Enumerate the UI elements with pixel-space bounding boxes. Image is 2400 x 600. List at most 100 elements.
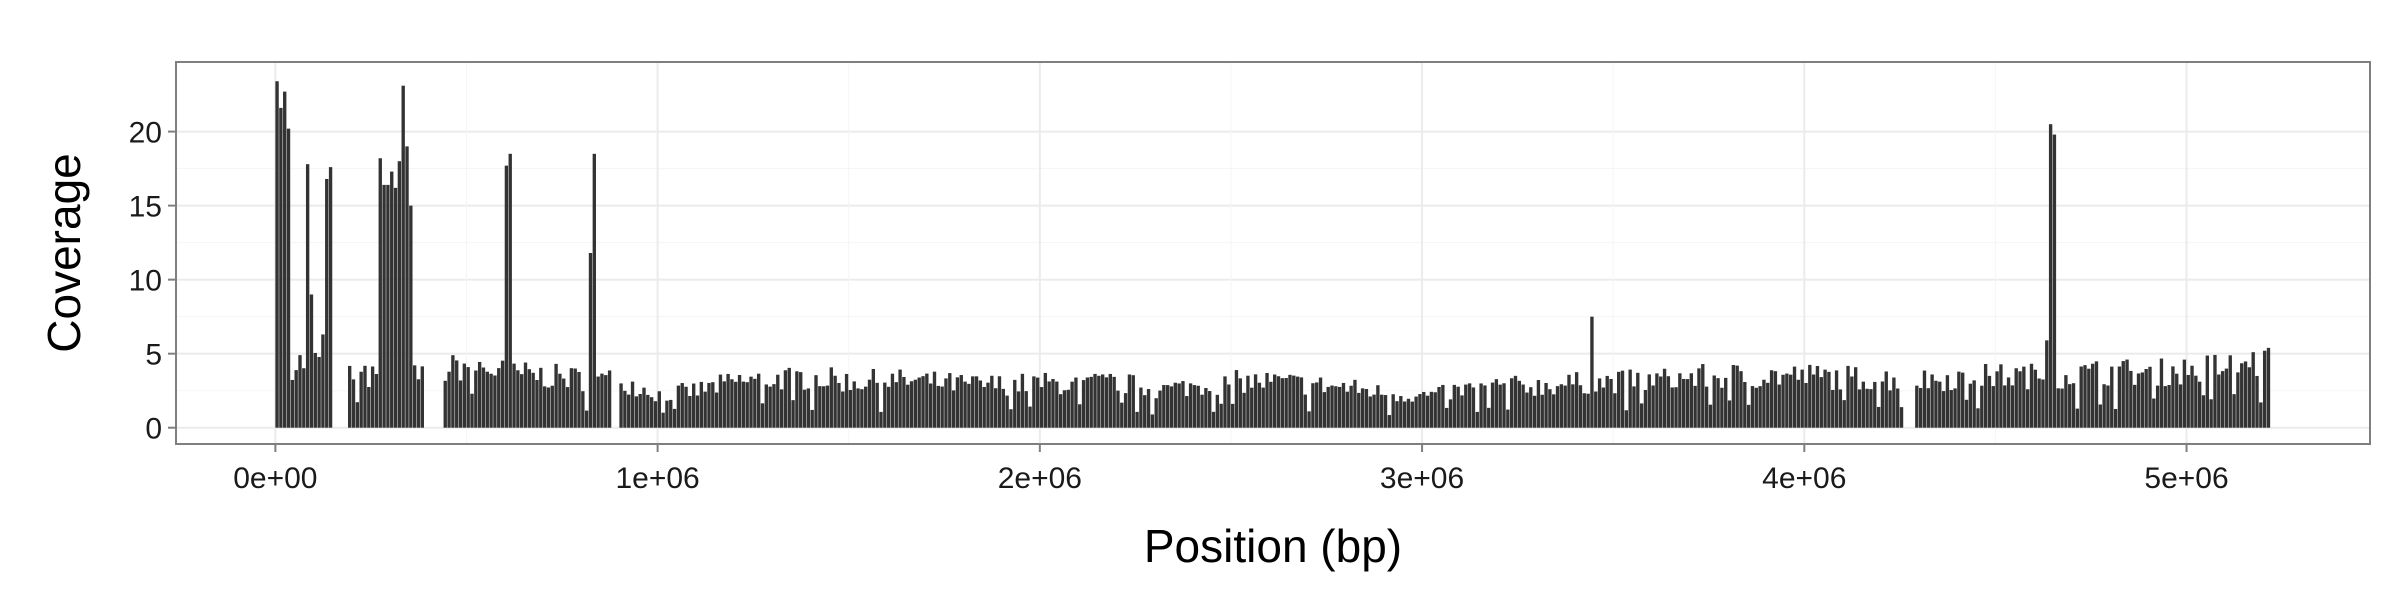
coverage-bar [997, 376, 1002, 428]
coverage-bar [1957, 371, 1961, 428]
coverage-bar [921, 376, 925, 428]
coverage-bar [1636, 372, 1640, 428]
coverage-bar [1704, 386, 1709, 428]
coverage-bar [1800, 369, 1804, 428]
coverage-bar [741, 381, 746, 428]
coverage-bar [458, 380, 463, 428]
coverage-bar [1169, 386, 1174, 428]
coverage-bar [378, 158, 382, 428]
coverage-bar [1571, 384, 1575, 428]
coverage-bar [2171, 366, 2175, 428]
coverage-bar [1234, 370, 1239, 428]
coverage-bar [940, 386, 944, 428]
coverage-bar [2155, 385, 2160, 428]
coverage-bar [1953, 388, 1957, 428]
coverage-bar [818, 386, 822, 428]
coverage-bar [2182, 359, 2187, 428]
coverage-bar [867, 379, 872, 428]
coverage-bar [1487, 407, 1491, 428]
y-tick-label: 10 [129, 265, 162, 298]
coverage-bar [1108, 373, 1113, 428]
coverage-bar [2255, 375, 2259, 428]
coverage-bar [2079, 366, 2083, 428]
coverage-bar [604, 375, 608, 428]
coverage-bar [1471, 387, 1476, 428]
coverage-bar [2003, 385, 2007, 428]
coverage-bars [275, 81, 2271, 428]
coverage-bar [485, 371, 489, 428]
coverage-bar [2117, 366, 2122, 428]
coverage-bar [1261, 387, 1265, 428]
coverage-bar [527, 369, 532, 428]
coverage-bar [1295, 376, 1300, 428]
coverage-bar [1685, 379, 1690, 428]
coverage-bar [1724, 377, 1728, 428]
coverage-bar [2094, 361, 2099, 428]
coverage-bar [420, 366, 424, 428]
coverage-bar [2102, 384, 2106, 428]
coverage-bar [2087, 368, 2091, 428]
coverage-bar [2140, 372, 2145, 428]
coverage-bar [1567, 374, 1571, 428]
coverage-bar [2025, 389, 2030, 428]
coverage-bar [821, 386, 826, 428]
coverage-bar [2163, 386, 2167, 428]
coverage-bar [508, 153, 512, 428]
coverage-bar [2220, 371, 2225, 428]
coverage-bar [283, 91, 287, 428]
coverage-bar [1173, 382, 1177, 428]
coverage-bar [1563, 385, 1567, 428]
coverage-bar [2201, 395, 2206, 428]
coverage-bar [913, 379, 918, 428]
coverage-bar [1253, 374, 1258, 428]
coverage-bar [1158, 390, 1162, 428]
coverage-bar [577, 371, 581, 428]
coverage-bar [1024, 391, 1028, 428]
coverage-bar [672, 408, 677, 428]
coverage-bar [443, 380, 447, 428]
coverage-bar [1915, 385, 1919, 428]
coverage-bar [1789, 374, 1793, 428]
coverage-bar [367, 386, 371, 428]
coverage-bar [397, 161, 402, 428]
coverage-bar [1318, 377, 1323, 428]
coverage-bar [1246, 375, 1250, 428]
coverage-bar [1972, 380, 1976, 428]
coverage-bar [1135, 411, 1139, 428]
coverage-bar [1479, 383, 1483, 428]
coverage-bar [1265, 372, 1269, 428]
coverage-bar [2056, 388, 2060, 428]
coverage-bar [2259, 402, 2263, 428]
coverage-bar [1735, 365, 1739, 428]
coverage-bar [1120, 402, 1124, 428]
coverage-bar [1964, 399, 1969, 428]
coverage-bar [477, 361, 482, 428]
coverage-bar [279, 107, 283, 428]
coverage-bar [2224, 368, 2229, 428]
coverage-bar [630, 381, 635, 428]
coverage-bar [1276, 376, 1281, 428]
coverage-bar [1353, 379, 1357, 428]
coverage-bar [1395, 401, 1399, 428]
coverage-bar [1345, 391, 1349, 428]
coverage-bar [2014, 368, 2018, 428]
coverage-bar [2090, 363, 2095, 428]
coverage-bar [1097, 375, 1101, 428]
coverage-bar [1769, 370, 1774, 428]
coverage-bar [1896, 388, 1900, 428]
coverage-bar [1204, 387, 1208, 428]
coverage-bar [1227, 384, 1231, 428]
coverage-bar [1597, 378, 1602, 428]
coverage-bar [1548, 389, 1552, 428]
coverage-bar [1712, 375, 1716, 428]
coverage-bar [1655, 373, 1659, 428]
coverage-bar [1983, 363, 1988, 428]
coverage-bar [699, 381, 704, 428]
coverage-bar [1185, 396, 1189, 428]
coverage-bar [1938, 381, 1942, 428]
coverage-bar [1104, 377, 1109, 428]
coverage-bar [1697, 368, 1701, 428]
coverage-bar [1078, 404, 1082, 428]
coverage-bar [1016, 391, 1021, 428]
